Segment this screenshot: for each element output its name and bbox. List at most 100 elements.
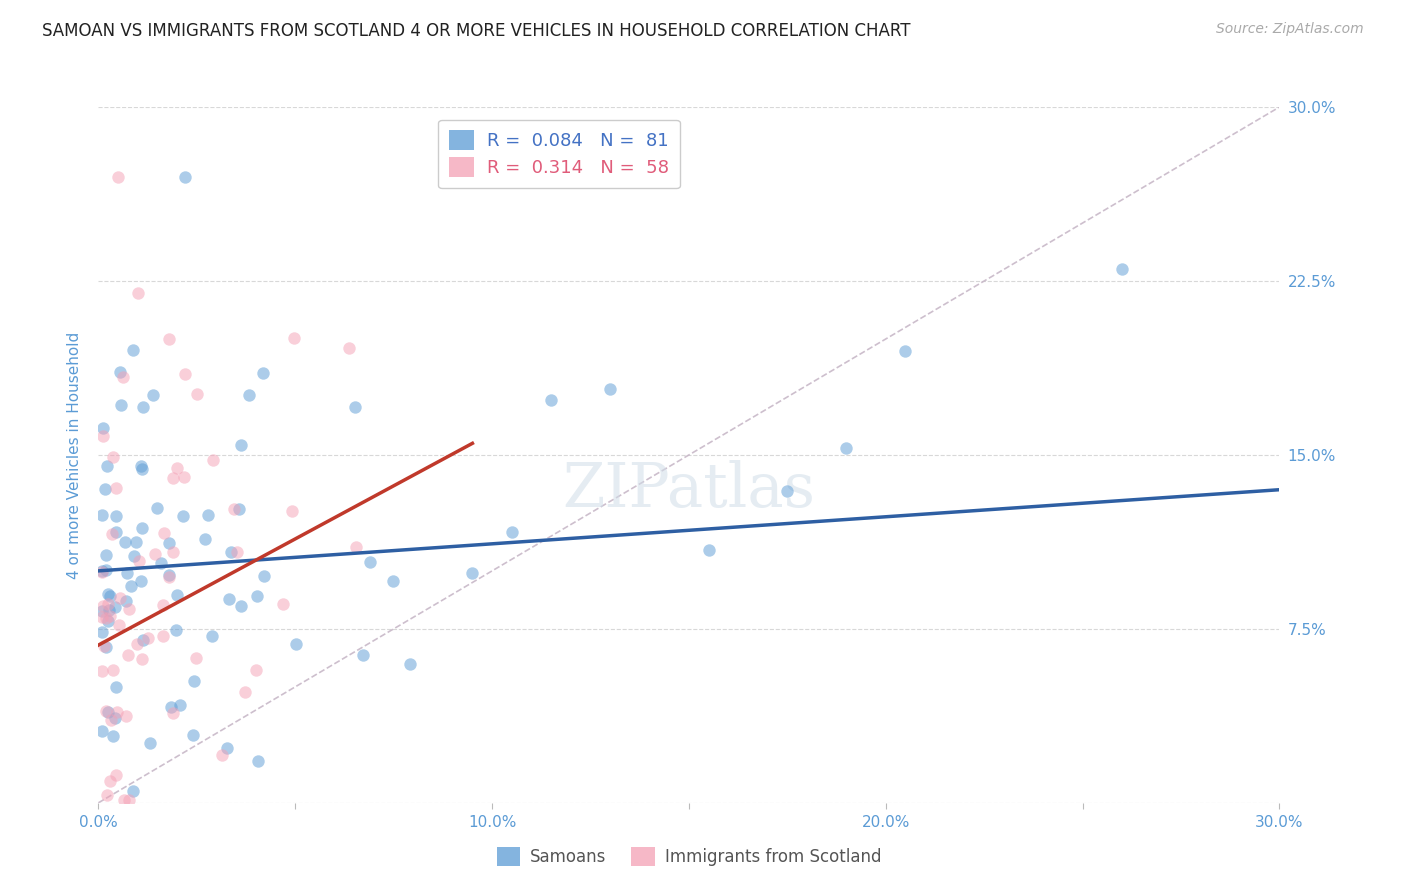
Point	[166, 461, 188, 475]
Point	[152, 598, 174, 612]
Point	[226, 545, 249, 559]
Point	[115, 566, 138, 581]
Point	[344, 401, 367, 415]
Point	[132, 400, 155, 414]
Point	[228, 502, 250, 516]
Point	[143, 547, 166, 561]
Point	[91, 724, 114, 739]
Point	[118, 601, 141, 615]
Point	[131, 574, 153, 588]
Point	[91, 609, 114, 624]
Point	[149, 557, 172, 571]
Point	[172, 508, 194, 523]
Point	[91, 599, 114, 613]
Point	[91, 429, 114, 443]
Point	[599, 382, 621, 396]
Point	[157, 570, 180, 584]
Y-axis label: 4 or more Vehicles in Household: 4 or more Vehicles in Household	[67, 331, 83, 579]
Point	[183, 673, 205, 688]
Point	[245, 663, 267, 677]
Point	[112, 369, 135, 384]
Point	[98, 609, 121, 624]
Point	[122, 549, 145, 564]
Point	[835, 441, 858, 455]
Point	[114, 594, 136, 608]
Point	[96, 788, 118, 802]
Point	[96, 704, 118, 718]
Point	[91, 565, 114, 579]
Point	[105, 481, 128, 495]
Point	[201, 629, 224, 643]
Point	[218, 592, 240, 607]
Point	[352, 648, 374, 662]
Point	[285, 637, 308, 651]
Point	[233, 685, 256, 699]
Point	[91, 508, 114, 523]
Point	[91, 604, 114, 618]
Point	[252, 366, 274, 380]
Point	[166, 588, 188, 602]
Point	[117, 648, 139, 663]
Point	[94, 611, 117, 625]
Point	[197, 508, 219, 522]
Point	[129, 458, 152, 473]
Point	[461, 566, 484, 580]
Point	[145, 501, 167, 516]
Point	[93, 482, 115, 496]
Point	[697, 542, 720, 557]
Point	[540, 392, 562, 407]
Point	[118, 793, 141, 807]
Point	[157, 536, 180, 550]
Point	[186, 387, 208, 401]
Point	[174, 367, 197, 381]
Point	[100, 774, 122, 789]
Point	[399, 657, 422, 672]
Point	[108, 365, 131, 379]
Point	[238, 388, 260, 402]
Point	[98, 589, 121, 603]
Point	[97, 705, 120, 719]
Point	[97, 615, 120, 629]
Point	[131, 633, 153, 648]
Point	[211, 748, 233, 763]
Text: SAMOAN VS IMMIGRANTS FROM SCOTLAND 4 OR MORE VEHICLES IN HOUSEHOLD CORRELATION C: SAMOAN VS IMMIGRANTS FROM SCOTLAND 4 OR …	[42, 22, 911, 40]
Point	[101, 450, 124, 464]
Point	[131, 651, 153, 665]
Point	[131, 462, 153, 476]
Point	[107, 169, 129, 184]
Point	[107, 618, 129, 632]
Point	[125, 535, 148, 549]
Point	[142, 388, 165, 402]
Point	[115, 709, 138, 723]
Point	[101, 663, 124, 677]
Point	[169, 698, 191, 712]
Point	[173, 470, 195, 484]
Point	[91, 665, 114, 679]
Point	[283, 330, 305, 344]
Point	[359, 555, 381, 569]
Point	[162, 706, 184, 721]
Point	[105, 768, 128, 782]
Point	[104, 600, 127, 615]
Point	[152, 526, 174, 541]
Point	[776, 484, 799, 499]
Point	[184, 651, 207, 665]
Point	[136, 631, 159, 645]
Point	[93, 639, 115, 653]
Point	[105, 525, 128, 540]
Point	[281, 504, 304, 518]
Point	[125, 637, 148, 651]
Point	[131, 521, 153, 535]
Point	[174, 169, 197, 184]
Point	[229, 438, 252, 452]
Text: Source: ZipAtlas.com: Source: ZipAtlas.com	[1216, 22, 1364, 37]
Point	[128, 554, 150, 568]
Point	[94, 549, 117, 563]
Point	[97, 587, 120, 601]
Point	[894, 343, 917, 358]
Point	[91, 421, 114, 435]
Point	[229, 599, 252, 614]
Point	[253, 569, 276, 583]
Point	[382, 574, 405, 588]
Point	[138, 736, 160, 750]
